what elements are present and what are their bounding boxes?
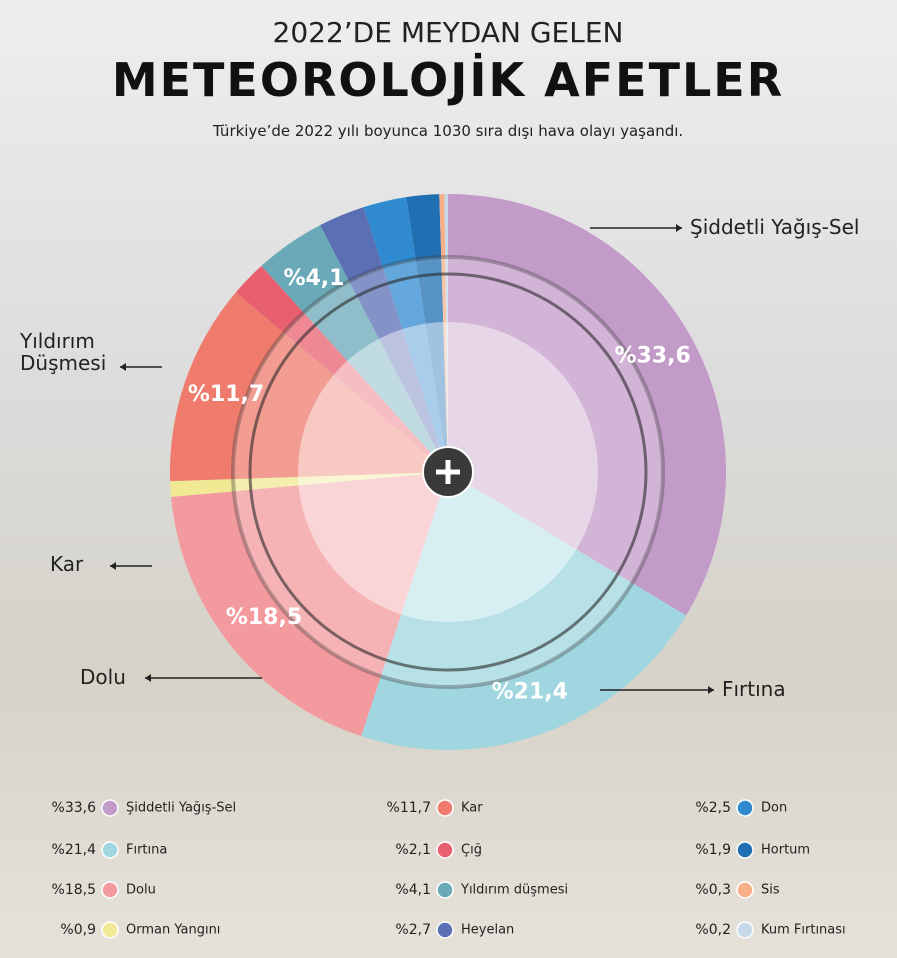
callout-label: Kar bbox=[50, 552, 84, 576]
legend-value: %21,4 bbox=[52, 842, 97, 858]
arrow-head bbox=[676, 224, 682, 232]
plus-icon bbox=[436, 460, 460, 484]
pie-slice bbox=[170, 292, 448, 482]
legend-swatch bbox=[436, 881, 454, 899]
legend-swatch bbox=[101, 881, 119, 899]
slice-label: %21,4 bbox=[492, 679, 568, 704]
slice-label: %33,6 bbox=[614, 343, 690, 368]
arrow-head bbox=[708, 686, 714, 694]
legend-value: %2,1 bbox=[395, 842, 431, 858]
subtitle: Türkiye’de 2022 yılı boyunca 1030 sıra d… bbox=[212, 122, 683, 140]
ring bbox=[248, 272, 648, 672]
legend-swatch bbox=[101, 841, 119, 859]
legend-swatch bbox=[436, 799, 454, 817]
callout-label: Dolu bbox=[80, 665, 126, 689]
legend-value: %2,7 bbox=[395, 922, 431, 938]
legend-swatch bbox=[101, 799, 119, 817]
pie-slice bbox=[261, 225, 448, 472]
legend-swatch bbox=[736, 799, 754, 817]
legend-label: Kar bbox=[461, 801, 483, 816]
pie-slice bbox=[448, 194, 726, 616]
legend-label: Sis bbox=[761, 883, 780, 898]
arrow-head bbox=[145, 674, 151, 682]
callout-label: Fırtına bbox=[722, 677, 786, 701]
legend-value: %0,2 bbox=[695, 922, 731, 938]
chart-title: METEOROLOJİK AFETLER bbox=[112, 53, 784, 107]
legend-value: %2,5 bbox=[695, 800, 731, 816]
legend-value: %18,5 bbox=[52, 882, 96, 898]
legend-label: Çığ bbox=[461, 843, 482, 858]
legend-value: %0,9 bbox=[60, 922, 96, 938]
legend-value: %1,9 bbox=[695, 842, 731, 858]
legend-label: Fırtına bbox=[126, 843, 167, 858]
legend-label: Orman Yangını bbox=[126, 923, 220, 938]
pie-slice bbox=[235, 265, 448, 472]
legend-label: Don bbox=[761, 801, 787, 816]
legend-label: Heyelan bbox=[461, 923, 514, 938]
legend-label: Hortum bbox=[761, 843, 810, 858]
legend-label: Dolu bbox=[126, 883, 156, 898]
pie-slice bbox=[170, 472, 448, 497]
slice-label: %4,1 bbox=[283, 266, 344, 291]
legend-label: Kum Fırtınası bbox=[761, 923, 846, 938]
legend-value: %33,6 bbox=[52, 800, 97, 816]
legend-swatch bbox=[436, 921, 454, 939]
legend-swatch bbox=[101, 921, 119, 939]
pie-slice bbox=[171, 472, 448, 737]
pie-slice bbox=[406, 194, 448, 472]
callout-label: Yıldırım Düşmesi bbox=[20, 329, 107, 375]
legend-swatch bbox=[736, 881, 754, 899]
pretitle: 2022’DE MEYDAN GELEN bbox=[273, 16, 624, 49]
legend-swatch bbox=[436, 841, 454, 859]
pie-slice bbox=[361, 472, 687, 750]
pie-slice bbox=[444, 194, 448, 472]
callout-label: Şiddetli Yağış-Sel bbox=[690, 215, 860, 239]
legend-swatch bbox=[736, 841, 754, 859]
slice-label: %11,7 bbox=[188, 382, 264, 407]
legend-value: %0,3 bbox=[695, 882, 731, 898]
pie-slice bbox=[320, 207, 448, 472]
pie-slice bbox=[439, 194, 448, 473]
pie-slice bbox=[363, 197, 448, 472]
arrow-head bbox=[110, 562, 116, 570]
legend-label: Yıldırım düşmesi bbox=[460, 883, 568, 898]
legend-swatch bbox=[736, 921, 754, 939]
legend-label: Şiddetli Yağış-Sel bbox=[126, 801, 236, 816]
slice-label: %18,5 bbox=[226, 605, 302, 630]
arrow-head bbox=[120, 363, 126, 371]
legend-value: %4,1 bbox=[395, 882, 431, 898]
legend-value: %11,7 bbox=[387, 800, 431, 816]
